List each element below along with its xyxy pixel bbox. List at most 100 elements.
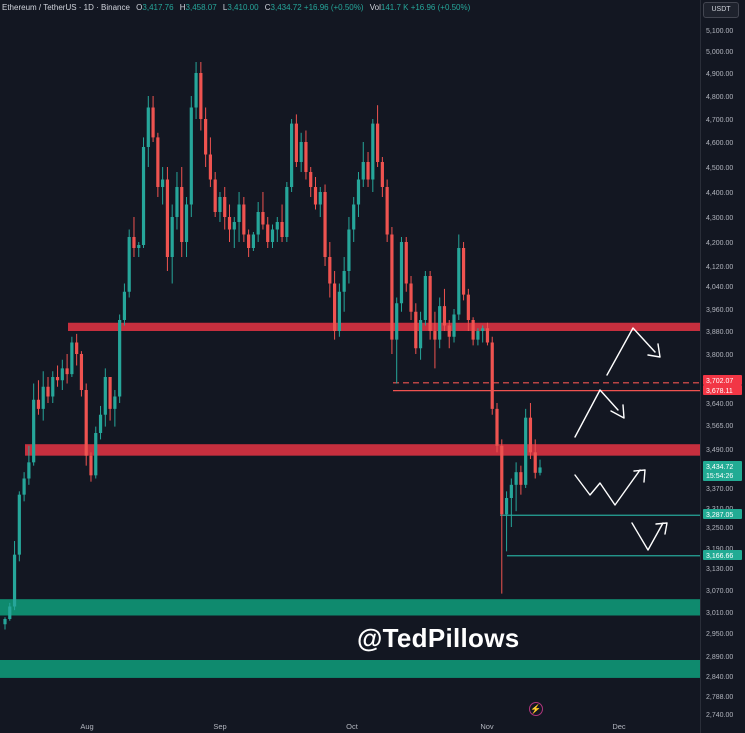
price-label-box [703, 385, 742, 395]
candle-body [442, 306, 447, 326]
y-tick-label: 4,120.00 [706, 264, 733, 271]
candle-body [27, 462, 31, 479]
candle-body [390, 234, 394, 340]
projection-arrow-3 [574, 469, 646, 506]
candle-body [3, 619, 7, 625]
candle-body [428, 276, 432, 331]
candle-body [180, 187, 184, 242]
currency-button[interactable]: USDT [703, 2, 739, 18]
price-label-box [703, 461, 742, 481]
open-label: O [136, 3, 143, 12]
candle-body [328, 257, 332, 284]
candle-body [290, 123, 294, 187]
low-label: L [222, 3, 228, 12]
candle-body [32, 399, 36, 463]
price-label-box [703, 550, 742, 560]
candle-body [395, 303, 399, 340]
y-tick-label: 4,400.00 [706, 190, 733, 197]
y-tick-label: 3,490.00 [706, 447, 733, 454]
price-label-text: 3,678.11 [706, 388, 733, 395]
y-tick-label: 4,200.00 [706, 240, 733, 247]
candle-body [232, 222, 236, 230]
price-label-text: 3,702.07 [706, 378, 733, 385]
candle-body [509, 484, 513, 498]
candle-body [342, 271, 346, 292]
candle-body [146, 107, 150, 147]
candle-body [481, 328, 485, 331]
candle-body [533, 452, 537, 473]
volume-change: +16.96 (+0.50%) [410, 3, 471, 12]
candle-body [156, 137, 160, 187]
candle-body [141, 147, 146, 245]
support-zone-3 [0, 660, 700, 678]
candle-body [17, 494, 21, 555]
candle-body [380, 162, 384, 187]
x-tick-label: Sep [213, 722, 226, 731]
candle-body [371, 123, 375, 180]
price-label-text: 3,166.66 [706, 553, 733, 560]
close-value: 3,434.72 [270, 3, 302, 12]
x-tick-label: Nov [480, 722, 494, 731]
price-label-text: 3,434.72 [706, 464, 733, 471]
candle-body [332, 283, 337, 331]
candle-body [84, 390, 88, 456]
candle-body [151, 107, 155, 138]
candle-body [318, 192, 322, 205]
resistance-zone-1 [25, 444, 700, 456]
candle-body [352, 204, 356, 230]
candle-body [127, 237, 131, 292]
candle-body [199, 73, 203, 119]
candle-body [94, 433, 98, 476]
candle-body [495, 408, 499, 446]
volume-value: 141.7 K [380, 3, 409, 12]
y-tick-label: 3,370.00 [706, 486, 733, 493]
candle-body [504, 498, 509, 515]
candle-body [461, 248, 466, 295]
candle-body [36, 399, 41, 409]
candle-body [165, 179, 170, 257]
y-tick-label: 3,960.00 [706, 307, 733, 314]
change-value: +16.96 (+0.50%) [303, 3, 364, 12]
candle-body [399, 242, 404, 304]
support-zone-2 [0, 599, 700, 616]
candle-body [79, 354, 84, 390]
candle-body [242, 204, 246, 235]
y-tick-label: 2,740.00 [706, 712, 733, 719]
candle-body [122, 291, 127, 320]
candle-body [524, 417, 528, 485]
price-label-box [703, 375, 742, 385]
tradingview-logo-icon[interactable]: ⚡ [529, 702, 543, 716]
candle-body [261, 212, 265, 225]
price-label-text: 3,287.05 [706, 512, 733, 519]
y-tick-label: 2,950.00 [706, 631, 733, 638]
candle-body [309, 172, 313, 187]
candle-body [280, 222, 284, 237]
x-tick-label: Oct [346, 722, 359, 731]
candle-body [500, 445, 504, 515]
y-tick-label: 3,010.00 [706, 610, 733, 617]
candle-body [65, 368, 69, 375]
projection-arrow-2 [606, 327, 661, 376]
candle-body [304, 142, 308, 172]
candle-body [41, 386, 45, 409]
candle-body [466, 294, 470, 320]
candle-body [514, 472, 518, 485]
candle-body [55, 377, 60, 381]
resistance-zone-0 [68, 322, 700, 331]
candle-body [433, 331, 437, 340]
candle-body [471, 320, 475, 340]
candle-body [12, 554, 17, 607]
y-tick-label: 3,070.00 [706, 588, 733, 595]
price-label-box [703, 509, 742, 519]
y-tick-label: 4,800.00 [706, 94, 733, 101]
candle-body [208, 154, 213, 180]
candle-body [457, 248, 461, 315]
candle-body [299, 142, 303, 162]
candle-body [51, 377, 55, 397]
y-tick-label: 3,250.00 [706, 525, 733, 532]
candle-body [218, 197, 222, 212]
projection-arrow-4 [631, 522, 668, 551]
candle-body [313, 187, 318, 205]
candle-body [476, 331, 480, 340]
